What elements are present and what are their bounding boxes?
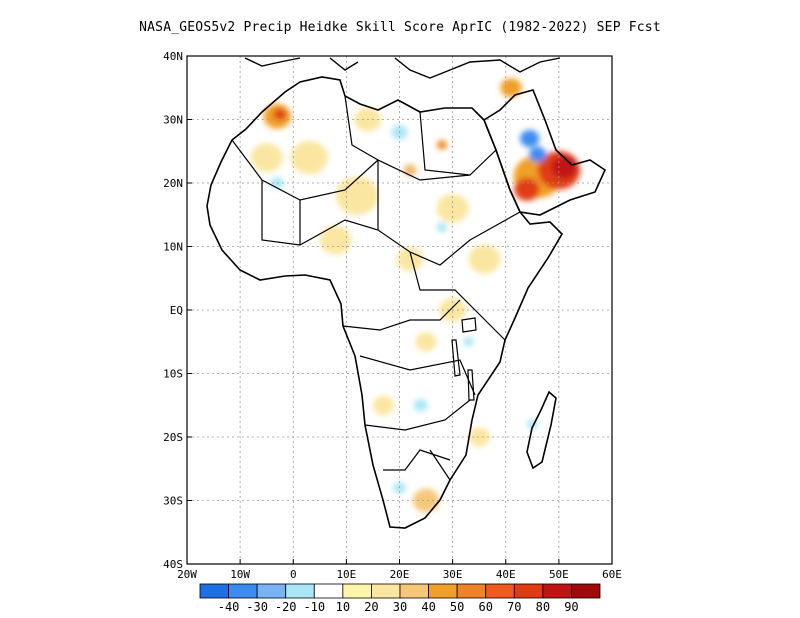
colorbar-swatch xyxy=(256,583,287,599)
lon-tick-label: 50E xyxy=(549,568,569,581)
skill-patch xyxy=(319,225,352,255)
arabia-coastline xyxy=(483,89,607,216)
skill-patch xyxy=(415,332,437,352)
skill-patch xyxy=(413,399,428,412)
colorbar-label: -10 xyxy=(303,600,325,614)
lon-tick-label: 20E xyxy=(390,568,410,581)
colorbar-swatch xyxy=(428,583,458,599)
lake-malawi xyxy=(467,369,475,401)
colorbar-swatch xyxy=(399,583,429,599)
coastlines-and-borders xyxy=(206,57,607,529)
europe-coastline xyxy=(244,57,561,79)
colorbar-label: 80 xyxy=(536,600,550,614)
colorbar-label: 20 xyxy=(364,600,378,614)
lon-tick-label: 10W xyxy=(230,568,250,581)
skill-patch xyxy=(403,164,417,177)
skill-shading xyxy=(250,78,581,513)
skill-patch xyxy=(551,155,577,179)
colorbar: -40 -30 -20 -10 10 20 30 40 50 60 70 80 90 xyxy=(199,583,601,614)
skill-patch xyxy=(335,176,379,215)
lat-tick-label: 40N xyxy=(163,50,183,63)
africa-coastline xyxy=(206,76,564,529)
lat-tick-label: EQ xyxy=(170,304,183,317)
skill-patch xyxy=(273,108,287,121)
skill-patch xyxy=(463,336,474,347)
skill-patch xyxy=(396,247,424,272)
country-borders xyxy=(231,95,521,481)
lon-tick-label: 40E xyxy=(496,568,516,581)
lon-tick-label: 20W xyxy=(177,568,197,581)
lat-tick-label: 20S xyxy=(163,431,183,444)
lat-tick-label: 20N xyxy=(163,177,183,190)
colorbar-swatch xyxy=(228,583,258,599)
madagascar-coastline xyxy=(526,390,557,470)
skill-patch xyxy=(372,395,395,415)
skill-patch xyxy=(468,427,490,447)
skill-patch xyxy=(436,194,469,223)
colorbar-swatch xyxy=(513,583,544,599)
grid-lines xyxy=(187,56,612,564)
lat-tick-label: 10N xyxy=(163,241,183,254)
colorbar-swatch xyxy=(371,583,401,599)
colorbar-label: -20 xyxy=(275,600,297,614)
lon-tick-label: 0 xyxy=(290,568,297,581)
lat-tick-label: 10S xyxy=(163,368,183,381)
colorbar-swatch xyxy=(285,583,315,599)
skill-patch xyxy=(529,146,547,163)
lon-tick-label: 60E xyxy=(602,568,622,581)
skill-patch xyxy=(250,143,283,172)
colorbar-swatch xyxy=(313,583,344,599)
colorbar-label: 50 xyxy=(450,600,464,614)
lat-tick-label: 30N xyxy=(163,114,183,127)
colorbar-swatch xyxy=(199,583,229,599)
colorbar-label: 40 xyxy=(421,600,435,614)
skill-patch xyxy=(436,140,448,150)
colorbar-label: 10 xyxy=(336,600,350,614)
colorbar-label: -40 xyxy=(218,600,240,614)
colorbar-swatch xyxy=(485,583,515,599)
colorbar-label: 30 xyxy=(393,600,407,614)
colorbar-swatch xyxy=(342,583,372,599)
skill-patch xyxy=(436,222,448,233)
lon-tick-label: 30E xyxy=(443,568,463,581)
colorbar-label: 70 xyxy=(507,600,521,614)
skill-patch xyxy=(468,244,501,274)
lake-tanganyika xyxy=(451,339,461,377)
colorbar-label: 60 xyxy=(478,600,492,614)
lon-tick-label: 10E xyxy=(336,568,356,581)
colorbar-label: 90 xyxy=(564,600,578,614)
colorbar-swatch xyxy=(542,583,572,599)
map-title: NASA_GEOS5v2 Precip Heidke Skill Score A… xyxy=(139,20,661,35)
colorbar-swatch xyxy=(571,583,601,599)
skill-patch xyxy=(520,129,540,148)
skill-patch xyxy=(412,488,440,513)
lat-tick-label: 40S xyxy=(163,558,183,571)
lake-victoria xyxy=(461,317,477,333)
lat-tick-label: 30S xyxy=(163,495,183,508)
colorbar-swatch xyxy=(456,583,487,599)
skill-patch xyxy=(514,177,540,201)
colorbar-label: -30 xyxy=(246,600,268,614)
skill-patch xyxy=(290,140,328,175)
